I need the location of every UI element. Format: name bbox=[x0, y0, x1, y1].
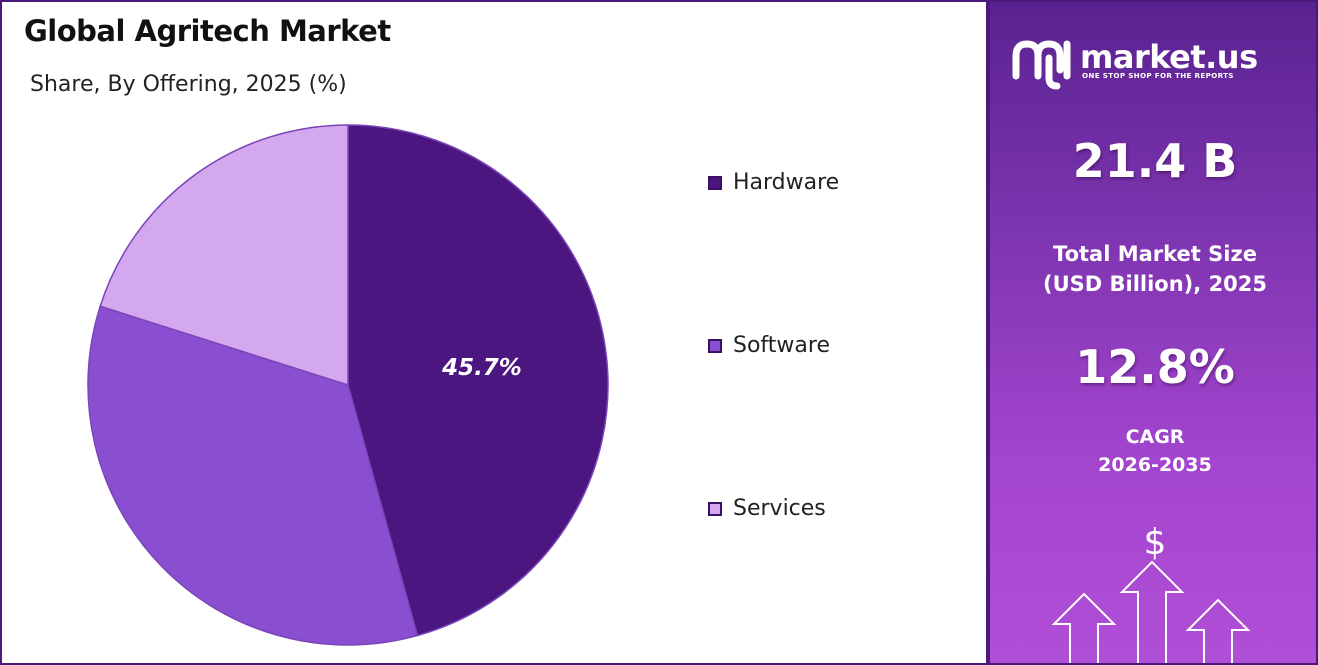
chart-panel: Global Agritech Market Share, By Offerin… bbox=[0, 0, 988, 665]
cagr-period: 2026-2035 bbox=[1098, 454, 1212, 476]
legend-label: Hardware bbox=[733, 170, 840, 195]
legend-item-software: Software bbox=[708, 333, 830, 358]
legend-item-services: Services bbox=[708, 496, 826, 521]
legend-label: Services bbox=[733, 496, 826, 521]
brand-logo: market.us ONE STOP SHOP FOR THE REPORTS bbox=[1010, 36, 1300, 96]
market-size-label-line2: (USD Billion), 2025 bbox=[1042, 272, 1268, 296]
dollar-icon: $ bbox=[1144, 522, 1167, 563]
legend-item-hardware: Hardware bbox=[708, 170, 839, 195]
pie-chart: 45.7% bbox=[87, 124, 609, 646]
market-size-value: 21.4 B bbox=[1072, 134, 1238, 188]
chart-title: Global Agritech Market bbox=[24, 14, 391, 48]
chart-subtitle: Share, By Offering, 2025 (%) bbox=[30, 72, 347, 97]
brand-tagline: ONE STOP SHOP FOR THE REPORTS bbox=[1082, 71, 1234, 80]
brand-name: market.us bbox=[1080, 38, 1258, 76]
cagr-value: 12.8% bbox=[1075, 340, 1235, 394]
pie-slice-services bbox=[99, 124, 349, 387]
data-label-hardware: 45.7% bbox=[441, 355, 522, 381]
legend-swatch bbox=[708, 175, 722, 190]
pie-slice-hardware bbox=[347, 124, 609, 637]
legend-label: Software bbox=[733, 333, 830, 358]
market-size-label-line1: Total Market Size bbox=[1053, 242, 1257, 266]
summary-sidebar: market.us ONE STOP SHOP FOR THE REPORTS … bbox=[988, 0, 1318, 665]
legend-swatch bbox=[708, 338, 722, 353]
cagr-label: CAGR bbox=[1125, 426, 1185, 448]
growth-arrows-icon: $ bbox=[1051, 522, 1251, 663]
legend-swatch bbox=[708, 501, 722, 516]
pie-slice-software bbox=[87, 305, 419, 646]
market-us-logo-icon bbox=[1012, 40, 1071, 90]
